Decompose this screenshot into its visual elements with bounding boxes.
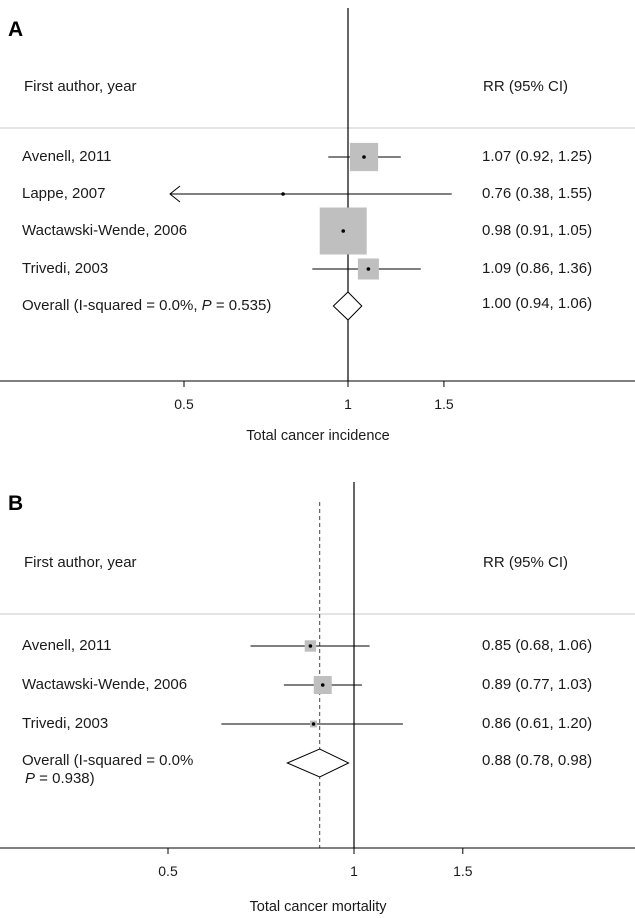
overall-diamond xyxy=(286,748,350,778)
x-tick-label: 1.5 xyxy=(453,863,473,879)
overall-label-text: Overall (I-squared = 0.0% xyxy=(22,752,194,769)
study-rr-ci: 0.89 (0.77, 1.03) xyxy=(482,676,593,693)
ci-arrow-left xyxy=(169,185,181,203)
point-estimate xyxy=(311,722,316,726)
study-label: Wactawski-Wende, 2006 xyxy=(22,676,188,693)
study-rr-ci: 1.09 (0.86, 1.36) xyxy=(482,260,593,277)
point-estimate xyxy=(320,683,325,687)
study-label: Lappe, 2007 xyxy=(22,185,106,202)
point-estimate xyxy=(281,192,285,196)
forest-plot-mortality: B First author, year RR (95% CI) 0.5 1 1.5… xyxy=(0,478,635,918)
x-tick-label: 0.5 xyxy=(174,396,194,412)
point-estimate xyxy=(366,267,371,271)
study-label: Avenell, 2011 xyxy=(22,148,112,165)
x-axis-label: Total cancer incidence xyxy=(246,428,390,444)
x-tick-label: 1 xyxy=(344,396,352,412)
panel-label-a: A xyxy=(8,18,24,41)
header-first-author: First author, year xyxy=(24,554,137,571)
overall-rr-ci: 1.00 (0.94, 1.06) xyxy=(482,295,593,312)
study-rr-ci: 1.07 (0.92, 1.25) xyxy=(482,148,593,165)
overall-rr-ci: 0.88 (0.78, 0.98) xyxy=(482,752,593,769)
study-label: Avenell, 2011 xyxy=(22,637,112,654)
header-first-author: First author, year xyxy=(24,78,137,95)
overall-p-value: = 0.535) xyxy=(211,297,272,314)
study-rr-ci: 0.86 (0.61, 1.20) xyxy=(482,715,593,732)
overall-label-text: Overall (I-squared = 0.0%, xyxy=(22,297,202,314)
overall-p-value: = 0.938) xyxy=(35,770,95,787)
forest-plot-incidence-svg xyxy=(0,8,635,387)
point-estimate xyxy=(362,155,366,159)
overall-diamond xyxy=(332,291,363,321)
panel-label-b: B xyxy=(8,492,24,515)
study-label: Trivedi, 2003 xyxy=(22,715,109,732)
overall-label: Overall (I-squared = 0.0%, P = 0.535) xyxy=(22,297,271,314)
study-label: Trivedi, 2003 xyxy=(22,260,109,277)
x-tick-label: 1 xyxy=(350,863,358,879)
overall-label-line2: P = 0.938) xyxy=(22,770,193,788)
overall-label: Overall (I-squared = 0.0% P = 0.938) xyxy=(22,752,193,788)
header-rr-ci: RR (95% CI) xyxy=(483,554,569,571)
x-tick-label: 0.5 xyxy=(158,863,178,879)
study-rr-ci: 0.98 (0.91, 1.05) xyxy=(482,222,593,239)
overall-p-symbol: P xyxy=(201,297,212,314)
forest-plot-incidence: A First author, year RR (95% CI) 0.5 1 1.5… xyxy=(0,0,635,452)
point-estimate xyxy=(341,229,346,233)
study-label: Wactawski-Wende, 2006 xyxy=(22,222,188,239)
study-rr-ci: 0.85 (0.68, 1.06) xyxy=(482,637,593,654)
study-rr-ci: 0.76 (0.38, 1.55) xyxy=(482,185,593,202)
x-tick-label: 1.5 xyxy=(434,396,454,412)
forest-plot-mortality-svg xyxy=(0,482,635,854)
overall-p-symbol: P xyxy=(25,770,36,787)
point-estimate xyxy=(308,644,313,648)
x-axis-label: Total cancer mortality xyxy=(249,899,387,915)
header-rr-ci: RR (95% CI) xyxy=(483,78,569,95)
